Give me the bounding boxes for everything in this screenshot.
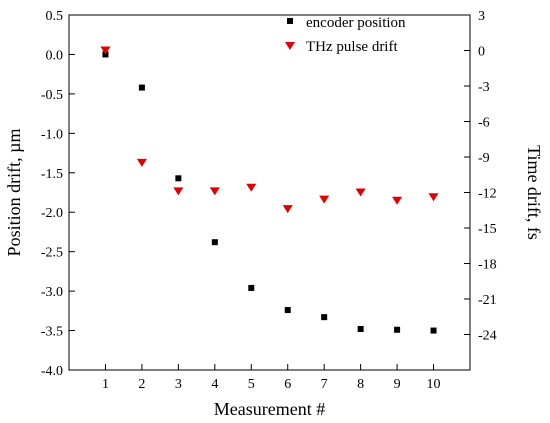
thz-pulse-drift-point: [173, 187, 184, 196]
right-tick-label: -6: [478, 116, 490, 131]
x-axis: 1 2 3 4 5 6 7 8 9 10: [102, 364, 441, 392]
encoder-position-point: [321, 314, 328, 321]
right-tick-label: -21: [478, 293, 497, 308]
x-tick-label: 3: [175, 377, 182, 392]
x-tick-label: 6: [284, 377, 291, 392]
encoder-position-point: [211, 239, 218, 246]
right-tick-label: -3: [478, 80, 490, 95]
x-tick-label: 9: [394, 377, 401, 392]
x-tick-label: 8: [357, 377, 364, 392]
x-tick-label: 7: [321, 377, 328, 392]
left-axis-title: Position drift, µm: [4, 129, 24, 257]
encoder-position-point: [138, 84, 145, 91]
x-tick-label: 5: [248, 377, 255, 392]
right-axis: 3 0 -3 -6 -9 -12 -15 -18 -21 -24: [464, 9, 497, 344]
thz-pulse-drift-point: [392, 196, 403, 205]
legend-label-encoder-position: encoder position: [306, 15, 406, 31]
left-tick-label: -2.5: [41, 246, 63, 261]
x-tick-label: 1: [102, 377, 109, 392]
x-tick-label: 4: [211, 377, 218, 392]
encoder-position-point: [430, 327, 437, 334]
legend-marker-thz-pulse-drift: [285, 42, 295, 50]
x-tick-label: 2: [138, 377, 145, 392]
thz-pulse-drift-point: [136, 158, 147, 167]
encoder-position-point: [248, 284, 255, 291]
thz-pulse-drift-point: [428, 193, 439, 202]
left-tick-label: 0.0: [46, 48, 64, 63]
right-tick-label: 0: [478, 45, 485, 60]
encoder-position-point: [175, 175, 182, 182]
series-layer: [100, 46, 439, 334]
left-tick-label: -1.0: [41, 127, 63, 142]
thz-pulse-drift-point: [355, 188, 366, 197]
thz-pulse-drift-point: [282, 205, 293, 214]
legend: encoder position THz pulse drift: [285, 15, 406, 55]
thz-pulse-drift-point: [209, 187, 220, 196]
left-tick-label: -3.5: [41, 325, 63, 340]
plot-frame: [68, 14, 471, 371]
right-tick-label: -15: [478, 222, 497, 237]
thz-pulse-drift-point: [246, 183, 257, 192]
left-tick-label: -3.0: [41, 285, 63, 300]
right-tick-label: 3: [478, 9, 485, 24]
encoder-position-point: [357, 325, 364, 332]
thz-pulse-drift-point: [100, 46, 111, 55]
left-axis: 0.5 0.0 -0.5 -1.0 -1.5 -2.0 -2.5 -3.0 -3.5 -4.0: [41, 9, 75, 379]
thz-pulse-drift-point: [319, 195, 330, 204]
left-tick-label: -4.0: [41, 364, 63, 379]
right-axis-title: Time drift, fs: [524, 145, 544, 240]
left-tick-label: -0.5: [41, 88, 63, 103]
right-tick-label: -9: [478, 151, 490, 166]
left-tick-label: 0.5: [46, 9, 64, 24]
legend-marker-encoder-position: [287, 18, 293, 24]
legend-label-thz-pulse-drift: THz pulse drift: [306, 39, 398, 55]
right-tick-label: -18: [478, 258, 497, 273]
encoder-position-point: [284, 307, 291, 314]
left-tick-label: -1.5: [41, 167, 63, 182]
left-tick-label: -2.0: [41, 206, 63, 221]
x-tick-label: 10: [427, 377, 441, 392]
x-axis-title: Measurement #: [214, 399, 325, 419]
right-tick-label: -12: [478, 187, 497, 202]
right-tick-label: -24: [478, 329, 497, 344]
encoder-position-point: [394, 326, 401, 333]
